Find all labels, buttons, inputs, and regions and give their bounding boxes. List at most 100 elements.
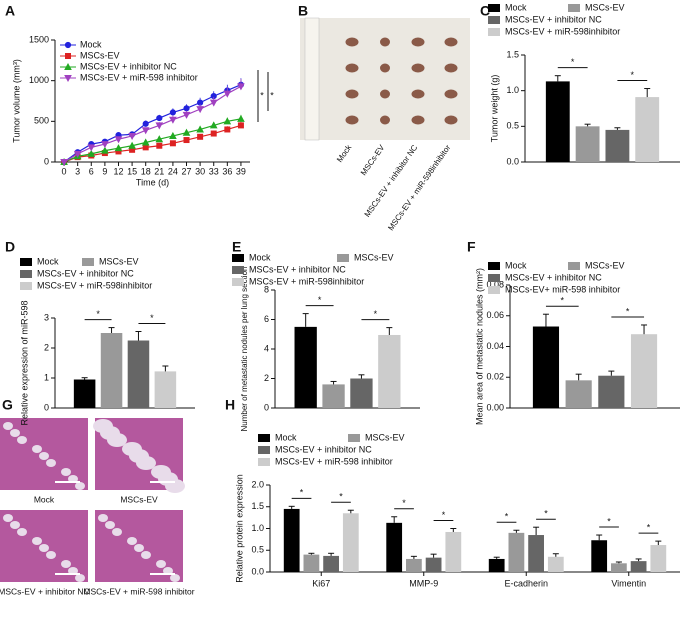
bar xyxy=(322,384,345,408)
tumor xyxy=(345,115,359,125)
y-axis-label: Tumor volume (mm³) xyxy=(11,59,21,143)
bar xyxy=(100,333,123,408)
marker xyxy=(101,141,109,149)
marker xyxy=(196,125,204,133)
tumor xyxy=(380,37,390,47)
legend-marker xyxy=(64,41,72,49)
panel-letter: E xyxy=(232,239,241,255)
tumor xyxy=(444,37,458,47)
legend-label: MSCs-EV+ miR-598 inhibitor xyxy=(505,284,620,294)
alveolus xyxy=(46,459,56,467)
alveolus xyxy=(3,422,13,430)
x-tick-label: 15 xyxy=(127,166,137,176)
legend-swatch xyxy=(20,258,32,266)
marker xyxy=(60,159,68,167)
bar xyxy=(532,326,560,408)
legend-swatch xyxy=(488,28,500,36)
bar xyxy=(303,554,320,572)
legend-label: MSCs-EV xyxy=(585,2,625,12)
bar xyxy=(323,555,339,572)
bar xyxy=(635,97,660,162)
legend-marker xyxy=(65,53,71,59)
legend-marker xyxy=(64,75,72,83)
x-tick-label: 39 xyxy=(236,166,246,176)
marker xyxy=(155,135,164,143)
y-tick-label: 3 xyxy=(44,312,49,322)
marker xyxy=(101,146,109,154)
alveolus xyxy=(105,521,115,529)
legend-label: Mock xyxy=(37,256,59,266)
legend-label: MSCs-EV + inhibitor NC xyxy=(275,444,372,454)
legend-label: MSCs-EV + inhibitor NC xyxy=(505,14,602,24)
significance: * xyxy=(339,492,343,502)
marker xyxy=(237,83,245,91)
legend-label: Mock xyxy=(505,260,527,270)
tumor xyxy=(411,63,425,73)
legend-swatch xyxy=(258,458,270,466)
legend-label: Mock xyxy=(275,432,297,442)
alveolus xyxy=(107,433,127,447)
bar xyxy=(378,334,401,408)
y-tick-label: 2.0 xyxy=(251,479,264,489)
bar xyxy=(545,81,570,162)
alveolus xyxy=(134,544,144,552)
image-caption: MSCs-EV + inhibitor NC xyxy=(0,586,90,596)
bar xyxy=(605,129,630,162)
y-tick-label: 1.5 xyxy=(251,501,264,511)
panel-letter: D xyxy=(5,239,15,255)
alveolus xyxy=(156,560,166,568)
legend-label: MSCs-EV xyxy=(80,50,120,60)
legend-label: MSCs-EV + miR-598inhibitor xyxy=(505,26,620,36)
y-tick-label: 1.5 xyxy=(506,49,519,59)
legend-label: MSCs-EV xyxy=(99,256,139,266)
y-tick-label: 6 xyxy=(264,314,269,324)
significance: * xyxy=(626,306,630,316)
marker xyxy=(223,117,232,125)
panel-letter: F xyxy=(467,239,476,255)
marker xyxy=(182,128,191,136)
alveolus xyxy=(98,514,108,522)
alveolus xyxy=(17,436,27,444)
legend-label: Mock xyxy=(249,252,271,262)
alveolus xyxy=(61,468,71,476)
legend-swatch xyxy=(232,254,244,262)
marker xyxy=(210,130,217,137)
alveolus xyxy=(32,537,42,545)
legend-label: MSCs-EV xyxy=(585,260,625,270)
tumor xyxy=(411,89,425,99)
alveolus xyxy=(32,445,42,453)
bar xyxy=(650,545,667,572)
panel-letter: C xyxy=(480,3,490,19)
alveolus xyxy=(17,528,27,536)
x-tick-label: Vimentin xyxy=(611,578,646,588)
significance: * xyxy=(96,309,100,319)
marker xyxy=(196,106,204,114)
bar xyxy=(406,558,422,572)
marker xyxy=(114,136,123,144)
y-tick-label: 0.04 xyxy=(486,341,504,351)
marker xyxy=(141,127,150,135)
marker xyxy=(223,90,232,98)
significance: * xyxy=(402,498,406,508)
tumor xyxy=(380,89,390,99)
y-tick-label: 1500 xyxy=(29,34,49,44)
alveolus xyxy=(3,514,13,522)
bar xyxy=(294,326,317,408)
y-tick-label: 0.00 xyxy=(486,402,504,412)
y-axis-label: Relative expression of miR-598 xyxy=(19,300,29,425)
alveolus xyxy=(61,560,71,568)
bar xyxy=(127,340,150,408)
legend-swatch xyxy=(348,434,360,442)
y-tick-label: 0 xyxy=(44,156,49,166)
legend-swatch xyxy=(568,4,580,12)
legend-swatch xyxy=(258,434,270,442)
x-tick-label: 9 xyxy=(102,166,107,176)
photo-label: MSCs-EV xyxy=(359,143,387,177)
alveolus xyxy=(170,574,180,582)
y-tick-label: 0.5 xyxy=(506,121,519,131)
y-tick-label: 0.0 xyxy=(506,156,519,166)
y-tick-label: 0 xyxy=(44,402,49,412)
alveolus xyxy=(127,537,137,545)
bar xyxy=(611,563,627,572)
y-axis-label: Relative protein expression xyxy=(234,474,244,583)
